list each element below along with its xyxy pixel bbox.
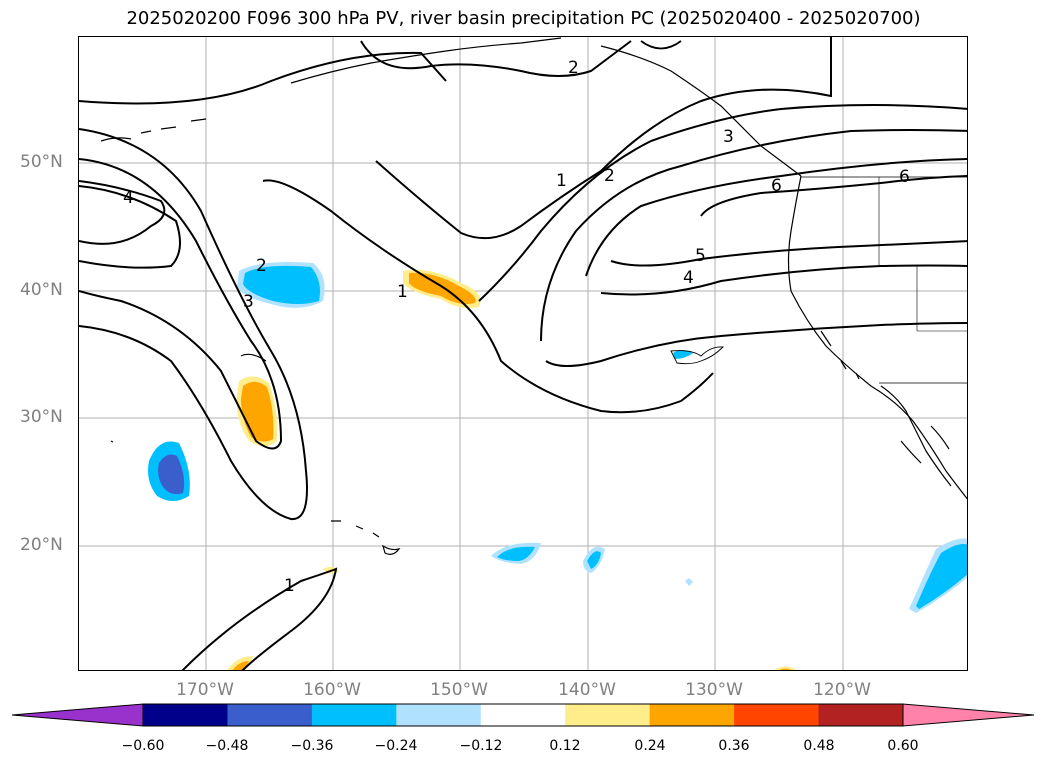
contour-pv-south-1 [181,567,338,670]
colorbar-segment [734,704,820,726]
colorbar-tick-label: −0.60 [121,738,165,754]
colorbar-segment [311,704,397,726]
hawaii-islands [331,520,401,555]
colorbar [11,703,1035,727]
colorbar-segment [143,704,228,726]
colorbar-tick-label: −0.12 [459,738,503,754]
colorbar-tick-label: 0.60 [887,738,919,754]
contour-pv-1d [545,322,967,367]
contour-label: 1 [556,171,567,191]
contour-pv-1c [375,37,832,240]
contour-pv-1a [79,51,447,105]
contour-label: 3 [243,292,254,312]
contour-pv-4b [585,158,967,277]
colorbar-extend-high [902,703,1035,727]
colorbar-tick-label: −0.24 [374,738,418,754]
contour-label: 6 [771,176,782,196]
baja-peninsula [880,385,952,487]
lon-label-150w: 150°W [430,680,488,700]
contour-label: 2 [604,166,615,186]
alaska-coast [290,37,562,84]
coastlines [100,37,967,555]
contour-label: 5 [695,246,706,266]
lat-label-30n: 30°N [20,407,63,427]
contour-pv-4 [79,180,166,245]
contour-label: 4 [123,188,134,208]
contour-pv-outer-trough [79,128,308,521]
lon-label-170w: 170°W [176,680,234,700]
colorbar-tick-label: 0.48 [803,738,835,754]
contour-label: 3 [723,127,734,147]
colorbar-segment [565,704,651,726]
colorbar-segment [818,704,904,726]
lon-label-160w: 160°W [303,680,361,700]
contour-pv-1b [262,179,714,414]
contour-label: 6 [899,167,910,187]
colorbar-segment [396,704,482,726]
pv-contours [79,37,967,670]
colorbar-tick-label: 0.24 [634,738,666,754]
shaded-anomalies [148,262,967,670]
colorbar-tick-label: −0.36 [290,738,334,754]
contour-label: 2 [568,58,579,78]
colorbar-segment [227,704,313,726]
lon-label-140w: 140°W [558,680,616,700]
colorbar-segment [480,704,566,726]
contour-pv-2 [79,158,283,450]
north-america-coast [787,175,967,500]
lon-label-120w: 120°W [813,680,871,700]
contour-pv-big-ridge [360,40,632,77]
map-canvas: 2 1 2 3 4 5 6 4 2 3 1 6 1 [79,37,967,670]
contour-label: 1 [284,576,295,596]
contour-label: 2 [256,256,267,276]
contour-pv-5 [610,240,967,267]
colorbar-tick-label: −0.48 [205,738,249,754]
contour-pv-2b [478,104,967,302]
state-border-1 [878,177,967,267]
lon-label-130w: 130°W [685,680,743,700]
colorbar-tick-label: 0.12 [549,738,581,754]
contour-label: 4 [683,268,694,288]
colorbar-extend-low [11,703,144,727]
map-title: 2025020200 F096 300 hPa PV, river basin … [126,8,921,29]
lat-label-50n: 50°N [20,152,63,172]
contour-pv-6 [700,175,967,217]
contour-pv-3 [79,185,181,269]
contour-labels: 2 1 2 3 4 5 6 4 2 3 1 6 1 [123,58,910,596]
contour-label: 1 [397,282,408,302]
colorbar-segments [11,703,1035,727]
lat-label-20n: 20°N [20,535,63,555]
map-panel: 2 1 2 3 4 5 6 4 2 3 1 6 1 [78,36,968,671]
alaska-panhandle [600,45,802,177]
state-border-2 [916,266,967,332]
colorbar-segment [649,704,735,726]
lat-label-40n: 40°N [20,280,63,300]
contour-pv-3b [540,129,967,342]
colorbar-tick-label: 0.36 [718,738,750,754]
contour-pv-4c [600,264,967,296]
